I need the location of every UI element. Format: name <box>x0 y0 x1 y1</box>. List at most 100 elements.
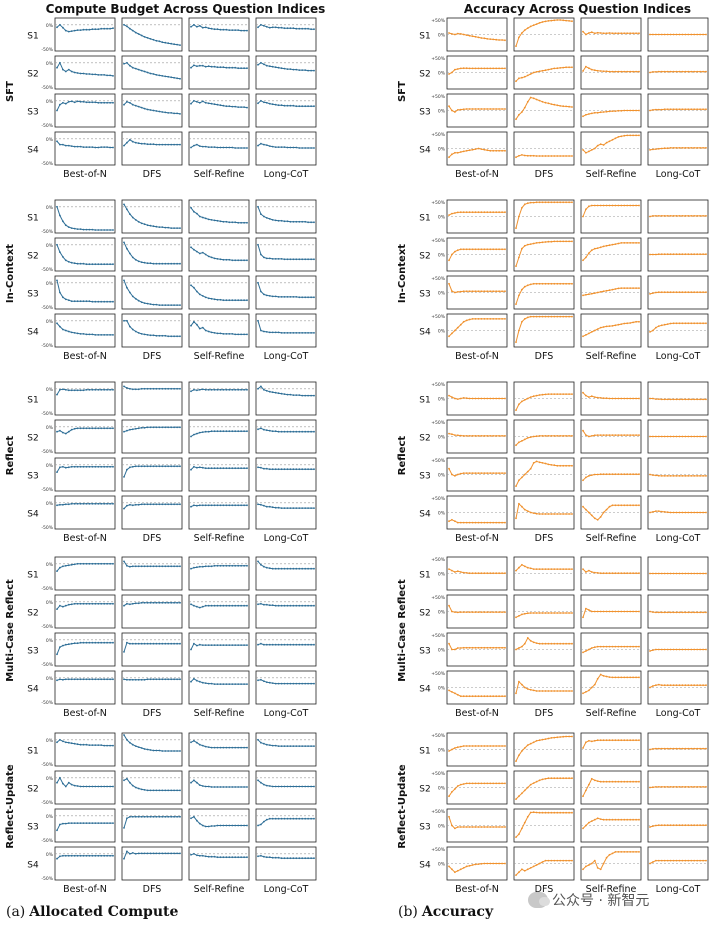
data-point <box>310 507 312 509</box>
data-point <box>629 610 632 613</box>
panel-frame <box>121 381 183 416</box>
data-point <box>210 504 213 507</box>
data-point <box>79 427 82 430</box>
data-point <box>56 857 58 860</box>
data-point <box>532 462 535 464</box>
data-point <box>538 642 541 645</box>
subplot-panel <box>121 670 183 705</box>
data-point <box>246 147 248 149</box>
data-point <box>588 648 590 651</box>
data-point <box>79 641 82 644</box>
row-label: S4 <box>27 861 39 871</box>
data-point <box>304 682 307 685</box>
data-point <box>448 750 450 752</box>
data-point <box>277 104 280 107</box>
data-point <box>109 427 111 430</box>
data-point <box>298 643 301 646</box>
caption-text: Allocated Compute <box>29 904 179 920</box>
data-point <box>103 465 106 468</box>
data-point <box>301 258 304 261</box>
data-point <box>465 290 468 293</box>
subplot-panel: 0%-50% <box>41 770 116 806</box>
data-point <box>271 295 274 298</box>
data-point <box>541 462 544 464</box>
data-point <box>501 521 503 524</box>
data-point <box>620 32 623 35</box>
data-point <box>216 430 219 433</box>
data-point <box>498 211 500 214</box>
data-point <box>231 221 234 224</box>
data-point <box>483 745 486 747</box>
data-point <box>204 430 207 433</box>
data-point <box>626 242 629 244</box>
data-point <box>289 258 292 261</box>
data-point <box>231 683 234 685</box>
data-point <box>456 151 459 154</box>
data-point <box>605 110 608 113</box>
data-point <box>675 824 678 827</box>
data-point <box>629 434 632 436</box>
data-point <box>268 785 271 787</box>
data-point <box>696 859 699 862</box>
data-point <box>468 211 471 214</box>
data-point <box>498 646 500 649</box>
data-point <box>59 604 61 607</box>
data-point <box>693 786 696 788</box>
data-point <box>632 851 634 853</box>
data-point <box>222 564 225 567</box>
data-point <box>112 562 114 565</box>
y-tick-label: 0% <box>438 291 446 297</box>
data-point <box>666 786 669 788</box>
data-point <box>190 25 192 28</box>
data-point <box>599 473 602 476</box>
data-point <box>260 781 262 784</box>
column-label: Best-of-N <box>63 708 107 719</box>
data-point <box>88 427 91 430</box>
data-point <box>565 19 567 22</box>
data-point <box>454 291 456 294</box>
data-point <box>173 426 176 429</box>
data-point <box>538 282 541 285</box>
data-point <box>216 856 219 859</box>
data-point <box>617 739 620 742</box>
data-point <box>523 869 526 872</box>
data-point <box>657 215 660 217</box>
data-point <box>176 678 179 681</box>
data-point <box>669 147 672 149</box>
data-point <box>538 201 541 204</box>
data-point <box>590 820 593 822</box>
data-point <box>596 572 599 574</box>
data-point <box>480 67 483 70</box>
data-point <box>568 811 570 814</box>
data-point <box>257 738 259 741</box>
data-point <box>274 295 277 298</box>
data-point <box>286 857 289 860</box>
data-point <box>620 610 623 613</box>
subplot-panel: 0%-50% <box>41 419 116 455</box>
data-point <box>477 397 480 400</box>
data-point <box>632 818 634 821</box>
data-point <box>129 101 131 104</box>
data-point <box>660 824 663 827</box>
data-point <box>678 322 681 325</box>
data-point <box>638 780 640 783</box>
data-point <box>268 856 271 859</box>
data-point <box>454 475 456 477</box>
data-point <box>73 602 76 605</box>
data-point <box>660 475 663 477</box>
data-point <box>538 461 541 464</box>
data-point <box>471 290 474 293</box>
data-point <box>660 572 663 575</box>
data-point <box>596 677 599 680</box>
data-point <box>292 220 295 223</box>
data-point <box>62 220 64 223</box>
data-point <box>76 502 79 505</box>
data-point <box>620 645 623 648</box>
data-point <box>666 70 669 73</box>
data-point <box>672 786 675 788</box>
data-point <box>240 856 243 859</box>
data-point <box>204 604 207 607</box>
y-tick-label: 0% <box>46 600 54 606</box>
data-point <box>131 602 134 605</box>
data-point <box>91 73 94 76</box>
